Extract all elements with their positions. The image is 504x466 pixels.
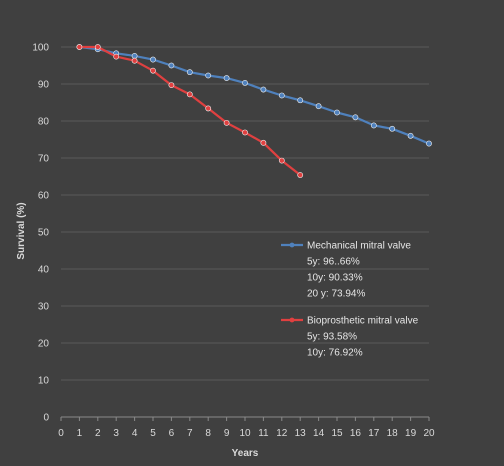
x-tick-label: 5: [150, 428, 156, 439]
legend-label-mechanical: Mechanical mitral valve: [307, 241, 411, 252]
data-point-mechanical: [426, 140, 432, 147]
x-tick-label: 16: [350, 428, 362, 439]
data-point-bioprosthetic: [297, 172, 304, 178]
data-point-mechanical: [223, 75, 230, 81]
x-tick-label: 14: [313, 428, 325, 439]
y-tick-label: 50: [38, 228, 50, 239]
series-line-bioprosthetic: [78, 45, 302, 177]
legend-stat-mechanical: 5y: 96..66%: [307, 257, 360, 268]
data-point-mechanical: [131, 52, 138, 59]
x-tick-label: 9: [224, 428, 230, 439]
x-tick-label: 17: [368, 428, 380, 439]
data-point-mechanical: [186, 69, 193, 76]
data-point-bioprosthetic: [260, 139, 267, 146]
data-point-mechanical: [297, 97, 304, 104]
y-tick-label: 30: [38, 302, 50, 313]
data-point-mechanical: [242, 79, 248, 86]
y-tick-label: 20: [38, 339, 50, 350]
data-point-mechanical: [168, 62, 175, 69]
series-line-mechanical: [78, 45, 431, 145]
legend-marker-mechanical: [289, 242, 295, 248]
data-point-bioprosthetic: [205, 105, 212, 112]
data-point-bioprosthetic: [278, 157, 285, 164]
x-tick-label: 19: [405, 428, 417, 439]
data-point-bioprosthetic: [186, 91, 193, 98]
x-axis-title: Years: [232, 448, 259, 459]
x-tick-label: 8: [205, 428, 211, 439]
x-tick-label: 2: [95, 428, 101, 439]
x-tick-label: 13: [295, 428, 307, 439]
x-tick-label: 3: [113, 428, 119, 439]
data-point-mechanical: [334, 109, 340, 116]
x-tick-label: 12: [276, 428, 288, 439]
y-tick-label: 60: [38, 191, 50, 202]
legend-stat-mechanical: 20 y: 73.94%: [307, 289, 365, 300]
data-point-mechanical: [407, 132, 414, 139]
data-point-bioprosthetic: [168, 82, 175, 89]
x-tick-label: 18: [387, 428, 399, 439]
x-tick-label: 0: [58, 428, 64, 439]
y-tick-label: 100: [32, 43, 49, 54]
y-axis-title: Survival (%): [16, 202, 27, 259]
legend-stat-bioprosthetic: 10y: 76.92%: [307, 348, 363, 359]
data-point-bioprosthetic: [242, 129, 248, 136]
data-point-bioprosthetic: [76, 44, 83, 50]
y-tick-label: 40: [38, 265, 50, 276]
x-tick-label: 7: [187, 428, 193, 439]
data-point-mechanical: [389, 125, 396, 132]
data-point-mechanical: [260, 86, 267, 93]
data-point-mechanical: [150, 56, 156, 63]
data-point-mechanical: [370, 122, 377, 129]
grid-layer: [61, 46, 429, 381]
x-tick-label: 1: [77, 428, 83, 439]
y-tick-label: 70: [38, 154, 50, 165]
y-tick-label: 10: [38, 376, 50, 387]
x-tick-label: 6: [169, 428, 175, 439]
series-layer: [76, 44, 432, 178]
data-point-bioprosthetic: [223, 119, 230, 126]
x-tick-label: 4: [132, 428, 138, 439]
legend-stat-bioprosthetic: 5y: 93.58%: [307, 332, 357, 343]
data-point-mechanical: [205, 72, 212, 79]
legend-marker-bioprosthetic: [289, 317, 295, 323]
x-tick-label: 15: [331, 428, 343, 439]
x-tick-label: 20: [423, 428, 435, 439]
legend-layer: Mechanical mitral valve 5y: 96..66% 10y: 9…: [281, 241, 419, 359]
data-point-mechanical: [278, 92, 285, 99]
data-point-mechanical: [352, 114, 359, 121]
y-tick-label: 80: [38, 117, 50, 128]
data-point-bioprosthetic: [113, 53, 120, 60]
data-point-bioprosthetic: [94, 44, 101, 50]
data-point-mechanical: [315, 103, 322, 110]
data-point-bioprosthetic: [131, 57, 138, 64]
data-point-bioprosthetic: [150, 67, 156, 74]
legend-stat-mechanical: 10y: 90.33%: [307, 273, 363, 284]
x-tick-label: 10: [239, 428, 251, 439]
y-tick-label: 90: [38, 80, 50, 91]
legend-label-bioprosthetic: Bioprosthetic mitral valve: [307, 316, 419, 327]
x-tick-label: 11: [258, 428, 269, 439]
y-tick-label: 0: [43, 413, 49, 424]
